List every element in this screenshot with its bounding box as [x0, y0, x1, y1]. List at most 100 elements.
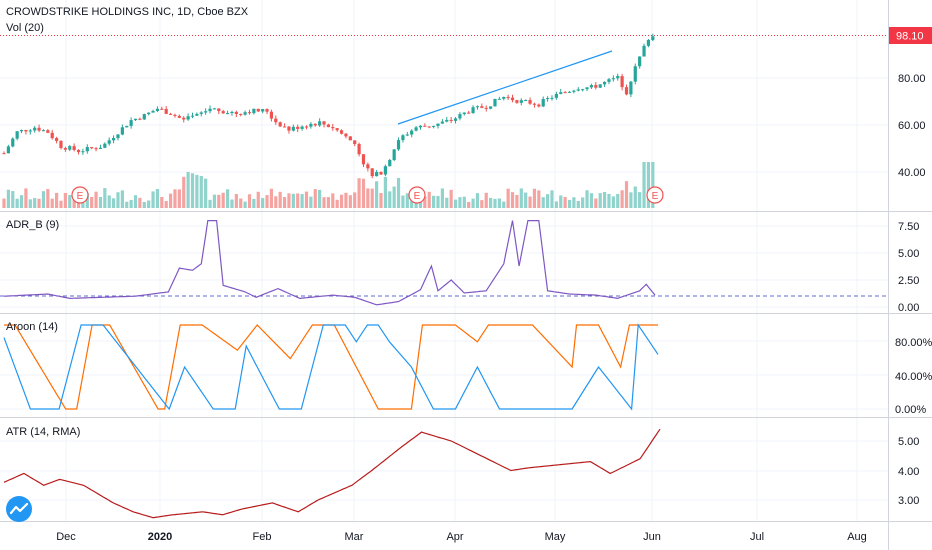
time-label: Jun: [643, 531, 661, 543]
candle-body: [497, 98, 501, 100]
candle-body: [545, 98, 550, 100]
earnings-circle: [646, 186, 664, 204]
candle-body: [620, 76, 624, 88]
candle-body: [182, 117, 186, 120]
volume-bar: [116, 192, 120, 208]
candle-body: [646, 40, 651, 46]
candle-body: [572, 90, 576, 92]
volume-bar: [278, 191, 282, 208]
volume-bar: [147, 200, 151, 208]
volume-bar: [221, 192, 225, 208]
aroon-axis[interactable]: 80.00% 40.00% 0.00%: [895, 337, 932, 416]
volume-bar: [620, 190, 624, 208]
volume-bar: [366, 188, 370, 208]
earnings-marker[interactable]: E: [408, 186, 426, 204]
volume-bar: [616, 193, 620, 208]
candle-body: [331, 127, 335, 129]
adr-title[interactable]: ADR_B (9): [6, 219, 60, 231]
volume-bar: [357, 178, 361, 208]
trendline[interactable]: [397, 50, 613, 125]
earnings-marker[interactable]: E: [646, 186, 664, 204]
candle-body: [484, 107, 488, 109]
candle-body: [269, 111, 274, 119]
volume-bar: [85, 193, 89, 208]
candle-body: [506, 96, 510, 98]
candle-body: [524, 100, 528, 102]
price-tick: 80.00: [898, 73, 926, 85]
candle-body: [252, 108, 256, 114]
candle-body: [423, 125, 427, 127]
volume-bar: [199, 175, 203, 208]
volume-bar: [173, 189, 177, 208]
atr-tick: 4.00: [898, 466, 919, 478]
candle-body: [594, 85, 598, 88]
volume-bar: [256, 191, 260, 208]
candle-body: [76, 149, 81, 153]
volume-bar: [405, 193, 409, 208]
volume-bar: [63, 192, 67, 208]
volume-bar: [331, 193, 335, 208]
price-candles[interactable]: [2, 33, 655, 179]
candle-body: [274, 118, 278, 123]
candle-body: [458, 114, 462, 119]
time-label: 2020: [148, 531, 172, 543]
volume-bar: [339, 194, 344, 208]
candle-body: [291, 126, 295, 131]
volume-bar: [204, 178, 208, 208]
candle-body: [480, 106, 484, 108]
atr-title[interactable]: ATR (14, RMA): [6, 426, 81, 438]
volume-bar: [453, 199, 458, 208]
candle-body: [37, 127, 41, 131]
atr-axis[interactable]: 5.00 4.00 3.00: [898, 436, 919, 507]
earnings-marker[interactable]: E: [71, 186, 89, 204]
candle-body: [563, 92, 567, 94]
adr-axis[interactable]: 7.50 5.00 2.50 0.00: [898, 221, 919, 314]
tradingview-logo-icon[interactable]: [6, 496, 32, 522]
candle-body: [164, 108, 168, 114]
candle-body: [602, 81, 607, 85]
candle-body: [265, 109, 269, 112]
volume-bar: [76, 200, 81, 208]
candle-body: [445, 119, 449, 122]
volume-bar: [515, 194, 519, 208]
volume-bar: [493, 198, 497, 208]
volume-bar: [129, 199, 133, 208]
volume-bar: [585, 190, 589, 208]
volume-bar: [177, 189, 181, 208]
volume-bar: [19, 195, 24, 208]
volume-bar: [440, 188, 444, 208]
candle-body: [418, 125, 423, 128]
candle-body: [230, 111, 234, 114]
candle-body: [467, 112, 471, 114]
candle-body: [168, 113, 173, 115]
volume-bar: [247, 194, 252, 208]
candle-body: [353, 140, 357, 145]
volume-bar: [519, 188, 523, 208]
candle-body: [304, 126, 309, 128]
candle-body: [629, 81, 633, 95]
volume-bar: [541, 197, 545, 208]
volume-bar: [524, 192, 528, 208]
volume-bar: [55, 192, 59, 208]
candle-body: [598, 84, 602, 88]
candle-body: [357, 144, 361, 155]
symbol-title[interactable]: CROWDSTRIKE HOLDINGS INC, 1D, Cboe BZX: [6, 6, 249, 18]
candle-body: [208, 108, 212, 112]
candle-body: [107, 140, 111, 144]
candle-body: [462, 112, 466, 115]
time-axis[interactable]: Dec 2020 Feb Mar Apr May Jun Jul Aug: [56, 531, 867, 543]
volume-bar: [142, 201, 146, 208]
candle-body: [449, 119, 453, 121]
volume-title[interactable]: Vol (20): [6, 22, 44, 34]
volume-bar: [567, 199, 572, 208]
volume-bar: [190, 173, 195, 208]
price-axis[interactable]: 80.00 60.00 40.00: [898, 73, 926, 179]
volume-bar: [217, 194, 221, 208]
candle-body: [638, 56, 642, 67]
aroon-title[interactable]: Aroon (14): [6, 321, 58, 333]
volume-bar: [576, 201, 580, 208]
time-label: May: [545, 531, 566, 543]
